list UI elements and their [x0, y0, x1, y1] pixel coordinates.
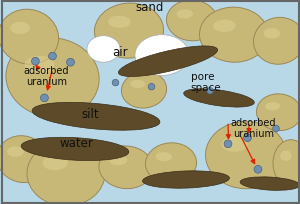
Ellipse shape: [118, 46, 218, 76]
Ellipse shape: [254, 17, 300, 64]
Ellipse shape: [240, 177, 300, 190]
Ellipse shape: [177, 9, 193, 19]
Ellipse shape: [148, 83, 155, 90]
Ellipse shape: [42, 156, 68, 170]
Text: air: air: [112, 45, 128, 59]
Ellipse shape: [256, 94, 300, 131]
Ellipse shape: [94, 3, 164, 58]
Ellipse shape: [0, 136, 48, 183]
Ellipse shape: [244, 134, 251, 142]
Ellipse shape: [207, 88, 213, 94]
Ellipse shape: [6, 38, 99, 117]
Text: water: water: [60, 137, 93, 150]
Ellipse shape: [87, 36, 120, 62]
Ellipse shape: [0, 9, 58, 64]
Ellipse shape: [273, 140, 300, 187]
Ellipse shape: [221, 137, 248, 152]
Ellipse shape: [206, 121, 286, 189]
Ellipse shape: [273, 125, 279, 132]
Ellipse shape: [108, 16, 130, 28]
Text: adsorbed
uranium: adsorbed uranium: [231, 118, 276, 139]
Ellipse shape: [146, 143, 196, 184]
Ellipse shape: [200, 7, 268, 62]
Ellipse shape: [99, 146, 153, 189]
Ellipse shape: [142, 171, 230, 188]
Ellipse shape: [49, 52, 56, 60]
Text: silt: silt: [81, 108, 99, 121]
Ellipse shape: [122, 71, 167, 108]
Ellipse shape: [167, 0, 218, 41]
Ellipse shape: [156, 152, 172, 161]
Ellipse shape: [264, 28, 280, 39]
Text: sand: sand: [136, 1, 164, 14]
Ellipse shape: [32, 102, 160, 130]
Ellipse shape: [32, 57, 39, 65]
Ellipse shape: [254, 165, 262, 173]
Ellipse shape: [280, 150, 292, 161]
Ellipse shape: [112, 79, 119, 86]
Ellipse shape: [40, 94, 48, 102]
Text: adsorbed
uranium: adsorbed uranium: [24, 66, 69, 87]
Ellipse shape: [27, 141, 105, 204]
Ellipse shape: [21, 137, 129, 161]
Ellipse shape: [7, 146, 24, 157]
Ellipse shape: [184, 89, 254, 107]
Ellipse shape: [130, 80, 145, 88]
Ellipse shape: [213, 20, 236, 32]
Text: pore
space: pore space: [190, 72, 221, 93]
Ellipse shape: [67, 58, 74, 66]
Ellipse shape: [135, 35, 189, 75]
Ellipse shape: [224, 140, 232, 148]
Ellipse shape: [110, 156, 127, 165]
Ellipse shape: [24, 56, 55, 74]
Ellipse shape: [266, 102, 280, 110]
Ellipse shape: [11, 22, 30, 34]
